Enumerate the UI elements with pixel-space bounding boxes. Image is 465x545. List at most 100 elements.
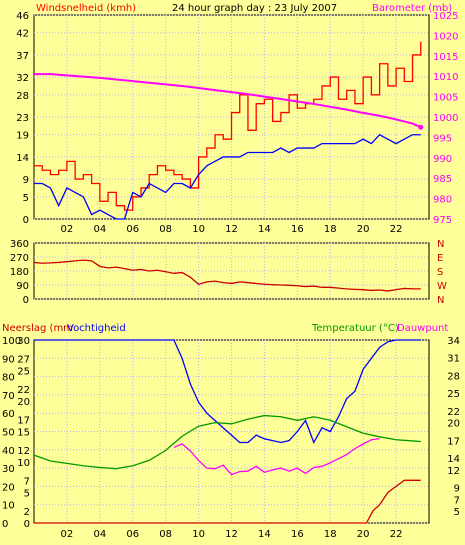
humidity-y-tick: 100 — [2, 336, 21, 347]
humidity-y-tick: 40 — [2, 446, 15, 457]
barometer-y-tick: 1020 — [433, 31, 458, 42]
wind-x-tick: 02 — [61, 224, 74, 235]
barometer-y-tick: 995 — [433, 133, 452, 144]
humidity-y-tick: 50 — [2, 428, 15, 439]
rain-y-tick: 17 — [17, 415, 30, 426]
wind-y-tick: 37 — [16, 51, 29, 62]
rain-x-tick: 20 — [357, 529, 370, 540]
direction-compass-tick: N — [437, 295, 444, 306]
direction-y-tick: 90 — [16, 281, 29, 292]
barometer-y-tick: 1005 — [433, 93, 458, 104]
rain-y-tick: 5 — [24, 489, 30, 500]
temperature-y-tick: 5 — [454, 507, 460, 518]
humidity-y-tick: 90 — [2, 354, 15, 365]
rain-axis-label: Neerslag (mm — [2, 323, 73, 334]
temperature-y-tick: 17 — [447, 436, 460, 447]
temperature-y-tick: 12 — [447, 466, 460, 477]
dewpoint-series — [173, 437, 380, 476]
wind-x-tick: 14 — [258, 224, 271, 235]
direction-compass-tick: S — [437, 267, 443, 278]
wind-x-tick: 06 — [126, 224, 139, 235]
humidity-y-tick: 20 — [2, 482, 15, 493]
rain-x-tick: 06 — [126, 529, 139, 540]
direction-y-tick: 360 — [10, 239, 29, 250]
direction-y-tick: 180 — [10, 267, 29, 278]
humidity-y-tick: 60 — [2, 409, 15, 420]
humidity-y-tick: 70 — [2, 391, 15, 402]
humidity-series — [34, 339, 421, 445]
rain-y-tick: 7 — [24, 476, 30, 487]
barometer-y-tick: 975 — [433, 215, 452, 226]
dewpoint-axis-label: Dauwpunt — [397, 323, 448, 334]
temperature-y-tick: 20 — [447, 419, 460, 430]
humidity-y-tick: 10 — [2, 501, 15, 512]
wind-x-tick: 10 — [192, 224, 205, 235]
barometer-axis-label: Barometer (mb) — [372, 3, 452, 14]
wind-x-tick: 22 — [390, 224, 403, 235]
wind-y-tick: 23 — [16, 113, 29, 124]
temperature-y-tick: 25 — [447, 389, 460, 400]
barometer-y-tick: 1000 — [433, 113, 458, 124]
humidity-axis-label: Vochtigheid — [67, 323, 126, 334]
wind-x-tick: 04 — [93, 224, 106, 235]
temperature-y-tick: 34 — [447, 336, 460, 347]
barometer-y-tick: 1025 — [433, 11, 458, 22]
temperature-y-tick: 22 — [447, 407, 460, 418]
barometer-y-tick: 1015 — [433, 52, 458, 63]
rain-x-tick: 22 — [390, 529, 403, 540]
rain-y-tick: 20 — [17, 397, 30, 408]
wind-y-tick: 42 — [16, 29, 29, 40]
rain-x-tick: 04 — [93, 529, 106, 540]
chart-title: 24 hour graph day : 23 July 2007 — [172, 3, 337, 14]
data-series — [33, 41, 424, 524]
barometer-y-tick: 985 — [433, 174, 452, 185]
wind-y-tick: 14 — [16, 153, 29, 164]
rain-x-tick: 12 — [225, 529, 238, 540]
rain-x-tick: 16 — [291, 529, 304, 540]
barometer-end-marker — [418, 124, 424, 130]
wind-x-tick: 16 — [291, 224, 304, 235]
rain-y-tick: 10 — [17, 458, 30, 469]
wind-gust-series — [34, 41, 422, 211]
direction-compass-tick: E — [437, 253, 443, 264]
direction-y-tick: 270 — [10, 253, 29, 264]
rain-y-tick: 15 — [17, 428, 30, 439]
rain-x-tick: 14 — [258, 529, 271, 540]
rain-y-tick: 2 — [24, 507, 30, 518]
wind-y-tick: 5 — [23, 193, 29, 204]
wind-y-tick: 28 — [16, 91, 29, 102]
rain-x-tick: 08 — [159, 529, 172, 540]
wind-y-tick: 32 — [16, 73, 29, 84]
humidity-y-tick: 30 — [2, 464, 15, 475]
temperature-y-tick: 7 — [454, 495, 460, 506]
wind-y-tick: 19 — [16, 131, 29, 142]
rain-y-tick: 12 — [17, 446, 30, 457]
direction-compass-tick: W — [437, 281, 447, 292]
temperature-y-tick: 28 — [447, 371, 460, 382]
temperature-series — [33, 414, 421, 470]
rain-x-tick: 10 — [192, 529, 205, 540]
temperature-axis-label: Temperatuur (°C) — [311, 323, 399, 334]
humidity-y-tick: 0 — [2, 519, 8, 530]
wind-y-tick: 46 — [16, 11, 29, 22]
wind-x-tick: 20 — [357, 224, 370, 235]
wind-x-tick: 18 — [324, 224, 337, 235]
rain-x-tick: 02 — [61, 529, 74, 540]
wind-y-tick: 9 — [23, 175, 29, 186]
barometer-y-tick: 990 — [433, 154, 452, 165]
wind-y-tick: 0 — [23, 215, 29, 226]
rain-y-tick: 0 — [24, 519, 30, 530]
direction-compass-tick: N — [437, 239, 444, 250]
barometer-series — [34, 73, 422, 129]
rain-x-tick: 18 — [324, 529, 337, 540]
rain-y-tick: 27 — [17, 354, 30, 365]
temperature-y-tick: 9 — [454, 484, 460, 495]
rain-y-tick: 30 — [17, 336, 30, 347]
rain-series — [34, 479, 421, 524]
rain-y-tick: 22 — [17, 385, 30, 396]
tick-labels: 0591419232832374246975980985990995100010… — [2, 11, 460, 540]
rain-y-tick: 25 — [17, 367, 30, 378]
direction-y-tick: 0 — [23, 295, 29, 306]
wind-direction-series — [33, 259, 421, 292]
